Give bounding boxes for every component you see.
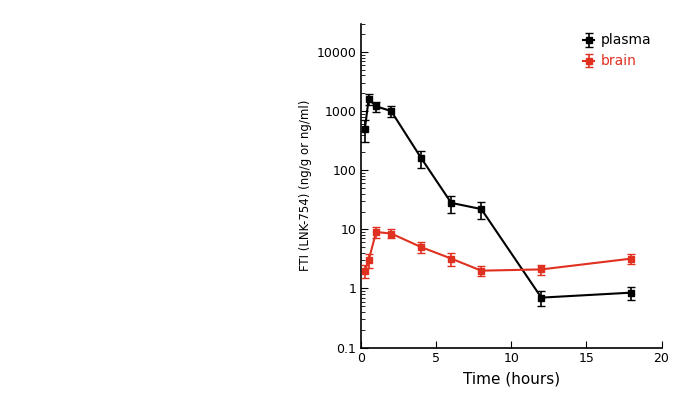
Legend: plasma, brain: plasma, brain — [580, 31, 655, 71]
Y-axis label: FTI (LNK-754) (ng/g or ng/ml): FTI (LNK-754) (ng/g or ng/ml) — [299, 100, 313, 271]
X-axis label: Time (hours): Time (hours) — [463, 371, 560, 386]
